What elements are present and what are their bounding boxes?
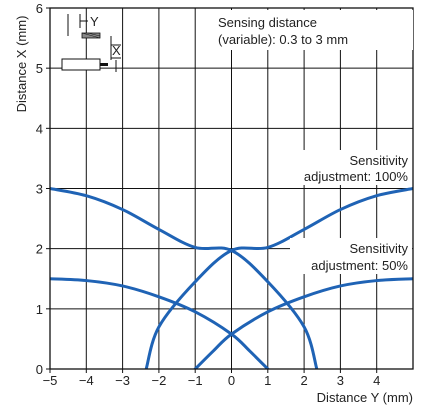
x-tick-label: 1 [264, 373, 271, 388]
curve-sensitivity-100-right [144, 187, 413, 369]
x-tick-label: 0 [228, 373, 235, 388]
sensing-distance-title: Sensing distance [218, 15, 317, 30]
x-axis-title: Distance Y (mm) [317, 390, 413, 405]
y-tick-label: 1 [36, 302, 43, 317]
x-tick-label: 4 [373, 373, 380, 388]
label-100-line1: Sensitivity [349, 153, 408, 168]
curve-sensitivity-50-left [50, 277, 270, 369]
y-tick-label: 5 [36, 61, 43, 76]
x-tick-label: −2 [151, 373, 166, 388]
grid-layer [49, 7, 413, 370]
x-tick-label: 3 [337, 373, 344, 388]
inset-label-x: X [112, 43, 121, 58]
x-tick-label: 2 [300, 373, 307, 388]
x-tick-label: −3 [115, 373, 130, 388]
sensing-distance-range: (variable): 0.3 to 3 mm [218, 32, 348, 47]
y-tick-label: 2 [36, 242, 43, 257]
curve-sensitivity-50-right [193, 277, 413, 369]
x-tick-label: −5 [43, 373, 58, 388]
y-tick-label: 4 [36, 121, 43, 136]
y-tick-label: 0 [36, 362, 43, 377]
y-tick-label: 3 [36, 182, 43, 197]
label-50-line1: Sensitivity [349, 241, 408, 256]
label-50-line2: adjustment: 50% [311, 258, 408, 273]
label-100-line2: adjustment: 100% [304, 169, 409, 184]
y-axis-title: Distance X (mm) [14, 16, 29, 113]
sensor-diagram-icon: Y X [61, 14, 121, 72]
ticks-layer: −5 −4 −3 −2 −1 0 1 2 3 4 0 1 2 3 4 5 6 [36, 1, 381, 388]
x-tick-label: −1 [188, 373, 203, 388]
y-tick-label: 6 [36, 1, 43, 16]
curve-sensitivity-100-left [50, 187, 319, 369]
inset-label-y: Y [90, 14, 99, 29]
x-tick-label: −4 [79, 373, 94, 388]
curves-layer [50, 187, 413, 369]
